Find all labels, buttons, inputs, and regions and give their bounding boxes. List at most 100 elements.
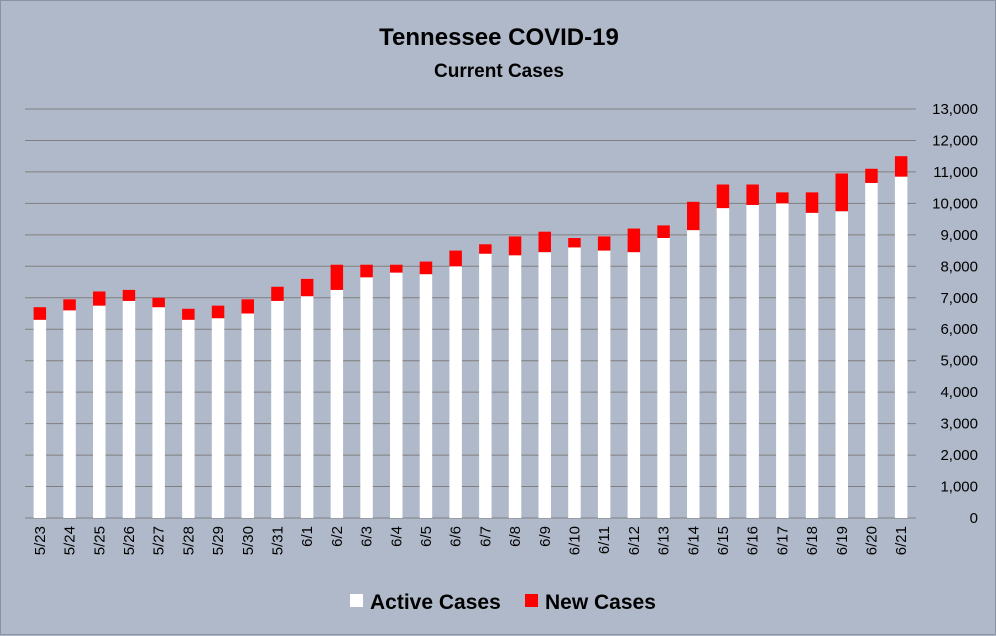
gridlines [25, 108, 916, 519]
x-tick-label: 6/13 [656, 526, 673, 555]
x-tick-label: 6/8 [507, 526, 524, 547]
bar-active-cases [657, 237, 670, 518]
bar-active-cases [211, 318, 225, 518]
x-tick-label: 6/16 [745, 526, 762, 555]
x-tick-label: 5/31 [269, 526, 286, 555]
bar-new-cases [241, 299, 254, 314]
bar-new-cases [419, 261, 433, 275]
y-tick-label: 2,000 [940, 447, 978, 464]
bar-new-cases [538, 231, 551, 253]
x-tick-label: 6/9 [537, 526, 554, 547]
bar-new-cases [271, 286, 284, 301]
x-tick-label: 6/21 [893, 526, 910, 555]
x-tick-label: 6/2 [329, 526, 346, 547]
bar-active-cases [538, 252, 551, 518]
bar-active-cases [568, 247, 581, 518]
bar-new-cases [657, 225, 670, 238]
y-tick-label: 12,000 [932, 132, 978, 149]
bar-active-cases [508, 255, 522, 519]
x-tick-label: 6/6 [448, 526, 465, 547]
bar-active-cases [597, 250, 611, 519]
legend: Active Cases New Cases [350, 591, 656, 614]
bar-new-cases [597, 236, 611, 251]
y-axis: 0 1,000 2,000 3,000 4,000 5,000 6,000 7,000 8,00… [932, 101, 978, 527]
y-tick-label: 13,000 [932, 101, 978, 118]
x-tick-label: 5/25 [91, 526, 108, 555]
bar-new-cases [835, 173, 848, 212]
y-tick-label: 6,000 [940, 321, 978, 338]
bar-active-cases [360, 277, 373, 518]
bar-active-cases [805, 212, 819, 519]
bar-active-cases [746, 204, 759, 518]
bar-new-cases [93, 291, 106, 306]
bar-active-cases [627, 252, 641, 518]
bar-new-cases [687, 201, 700, 231]
bar-active-cases [93, 305, 106, 518]
legend-swatch-new [525, 594, 538, 607]
bar-active-cases [390, 272, 403, 518]
bar-active-cases [63, 310, 76, 518]
x-tick-label: 6/19 [834, 526, 851, 555]
y-tick-label: 8,000 [940, 258, 978, 275]
x-tick-label: 6/17 [774, 526, 791, 555]
bar-new-cases [330, 264, 344, 290]
bar-active-cases [182, 319, 195, 518]
bar-new-cases [805, 192, 819, 213]
x-tick-label: 6/7 [477, 526, 494, 547]
legend-label-new: New Cases [545, 591, 656, 614]
bars [33, 156, 908, 519]
bar-active-cases [152, 307, 165, 518]
x-tick-label: 5/29 [210, 526, 227, 555]
bar-new-cases [627, 228, 641, 253]
x-tick-label: 6/4 [388, 526, 405, 547]
bar-new-cases [33, 307, 47, 320]
bar-active-cases [835, 211, 848, 518]
y-tick-label: 10,000 [932, 195, 978, 212]
x-tick-label: 6/11 [596, 526, 613, 554]
chart-title: Tennessee COVID-19 [379, 24, 619, 51]
x-tick-label: 5/23 [32, 526, 49, 555]
bar-new-cases [152, 297, 165, 308]
x-tick-label: 6/15 [715, 526, 732, 555]
bar-new-cases [865, 168, 878, 183]
bar-new-cases [300, 278, 314, 297]
bar-new-cases [390, 264, 403, 273]
bar-active-cases [122, 300, 136, 518]
y-tick-label: 0 [970, 510, 978, 527]
legend-label-active: Active Cases [370, 591, 501, 614]
bar-new-cases [182, 308, 195, 320]
x-tick-label: 6/12 [626, 526, 643, 555]
bar-active-cases [776, 203, 789, 518]
y-tick-label: 11,000 [933, 164, 978, 181]
bar-active-cases [330, 289, 344, 518]
x-tick-label: 6/20 [863, 526, 880, 555]
bar-active-cases [271, 300, 284, 518]
y-tick-label: 3,000 [940, 416, 978, 433]
bar-new-cases [894, 156, 908, 177]
x-tick-label: 5/24 [62, 526, 79, 555]
y-tick-label: 9,000 [940, 227, 978, 244]
x-tick-label: 6/5 [418, 526, 435, 547]
bar-new-cases [122, 289, 136, 301]
x-tick-label: 6/14 [685, 526, 702, 555]
chart-subtitle: Current Cases [434, 61, 564, 82]
bar-active-cases [716, 208, 730, 518]
bar-active-cases [865, 182, 878, 518]
bar-active-cases [687, 230, 700, 518]
bar-new-cases [360, 264, 373, 278]
y-tick-label: 5,000 [940, 353, 978, 370]
x-tick-label: 5/26 [121, 526, 138, 555]
x-tick-label: 5/27 [151, 526, 168, 555]
bar-active-cases [33, 319, 47, 518]
y-tick-label: 4,000 [940, 384, 978, 401]
bar-new-cases [63, 299, 76, 311]
x-tick-label: 6/1 [299, 526, 316, 547]
bar-active-cases [300, 296, 314, 518]
y-tick-label: 7,000 [940, 290, 978, 307]
bar-new-cases [479, 244, 492, 254]
bar-new-cases [508, 236, 522, 256]
legend-swatch-active [350, 594, 363, 607]
bar-new-cases [568, 237, 581, 248]
